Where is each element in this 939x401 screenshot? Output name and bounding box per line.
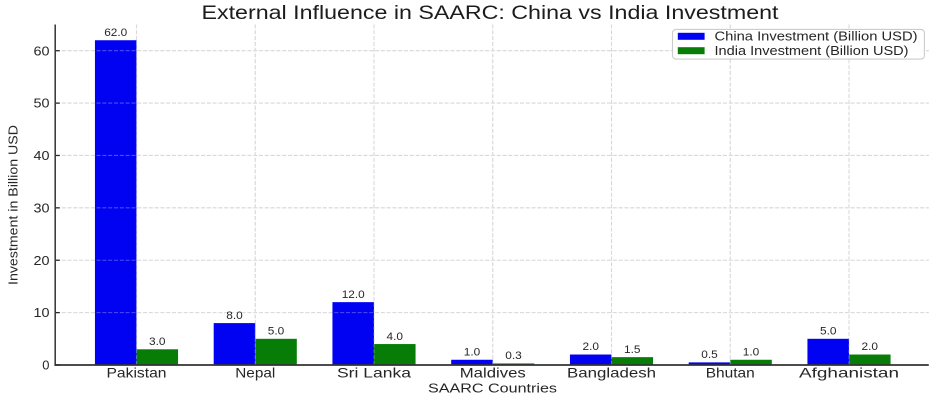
svg-text:Maldives: Maldives	[460, 366, 526, 381]
svg-text:India Investment (Billion USD): India Investment (Billion USD)	[715, 43, 909, 58]
svg-text:0.5: 0.5	[701, 349, 718, 361]
svg-text:62.0: 62.0	[104, 27, 127, 39]
svg-text:Bangladesh: Bangladesh	[567, 366, 656, 381]
svg-text:5.0: 5.0	[268, 326, 285, 338]
svg-text:30: 30	[34, 200, 50, 215]
svg-text:4.0: 4.0	[387, 331, 404, 343]
svg-text:10: 10	[34, 305, 50, 320]
svg-text:0.3: 0.3	[505, 350, 522, 362]
svg-text:50: 50	[34, 96, 50, 111]
svg-text:1.5: 1.5	[624, 344, 641, 356]
svg-text:2.0: 2.0	[862, 341, 879, 353]
svg-text:60: 60	[34, 43, 50, 58]
svg-text:Pakistan: Pakistan	[107, 366, 167, 381]
svg-text:5.0: 5.0	[820, 326, 837, 338]
svg-text:0: 0	[42, 358, 49, 373]
svg-text:12.0: 12.0	[342, 289, 365, 301]
svg-text:China Investment (Billion USD): China Investment (Billion USD)	[715, 29, 918, 44]
svg-text:3.0: 3.0	[149, 336, 166, 348]
svg-text:SAARC Countries: SAARC Countries	[428, 382, 557, 396]
svg-text:Sri Lanka: Sri Lanka	[337, 366, 411, 381]
svg-text:8.0: 8.0	[226, 310, 243, 322]
svg-text:1.0: 1.0	[464, 346, 481, 358]
svg-text:Bhutan: Bhutan	[706, 366, 755, 381]
svg-text:External Influence in SAARC: C: External Influence in SAARC: China vs In…	[202, 3, 780, 24]
svg-text:Nepal: Nepal	[235, 366, 275, 381]
svg-text:Afghanistan: Afghanistan	[799, 366, 899, 381]
svg-text:Investment in Billion USD: Investment in Billion USD	[7, 125, 21, 285]
svg-text:20: 20	[34, 253, 50, 268]
svg-text:2.0: 2.0	[582, 341, 599, 353]
svg-text:1.0: 1.0	[743, 346, 760, 358]
svg-text:40: 40	[34, 148, 50, 163]
